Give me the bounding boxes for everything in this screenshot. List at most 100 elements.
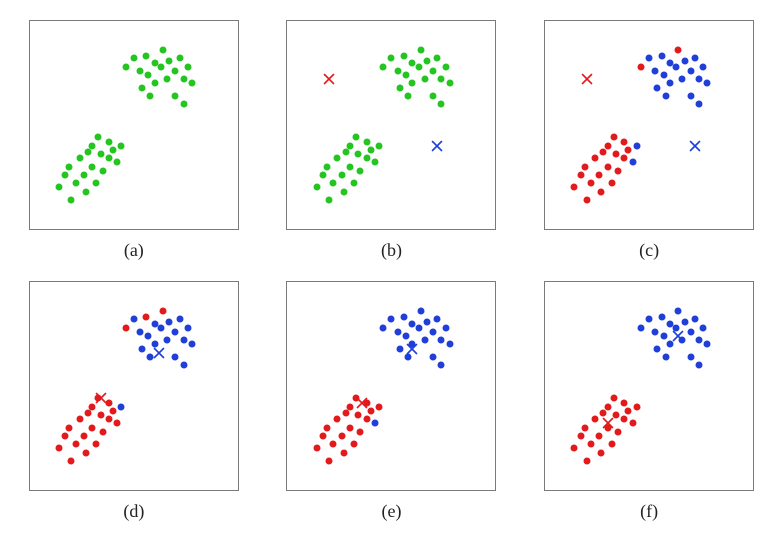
data-point: [353, 134, 360, 141]
data-point: [612, 412, 619, 419]
data-point: [652, 67, 659, 74]
data-point: [687, 92, 694, 99]
data-point: [652, 328, 659, 335]
data-point: [610, 395, 617, 402]
panel-caption: (d): [123, 501, 144, 522]
data-point: [646, 55, 653, 62]
data-point: [675, 47, 682, 54]
data-point: [405, 353, 412, 360]
data-point: [571, 184, 578, 191]
data-point: [355, 151, 362, 158]
data-point: [612, 151, 619, 158]
data-point: [423, 57, 430, 64]
data-point: [93, 441, 100, 448]
data-point: [691, 316, 698, 323]
data-point: [137, 67, 144, 74]
data-point: [696, 337, 703, 344]
centroid-cross: [357, 397, 368, 408]
data-point: [176, 316, 183, 323]
data-point: [164, 76, 171, 83]
data-point: [421, 337, 428, 344]
data-point: [614, 167, 621, 174]
panel-cell: (f): [535, 281, 763, 522]
data-point: [388, 55, 395, 62]
data-point: [675, 308, 682, 315]
data-point: [143, 314, 150, 321]
data-point: [604, 163, 611, 170]
data-point: [139, 345, 146, 352]
data-point: [355, 412, 362, 419]
data-point: [621, 399, 628, 406]
data-point: [430, 328, 437, 335]
data-point: [89, 163, 96, 170]
data-point: [105, 416, 112, 423]
data-point: [330, 180, 337, 187]
data-point: [130, 55, 137, 62]
data-point: [600, 410, 607, 417]
data-point: [662, 92, 669, 99]
data-point: [666, 80, 673, 87]
data-point: [189, 80, 196, 87]
data-point: [604, 403, 611, 410]
data-point: [434, 55, 441, 62]
data-point: [114, 159, 121, 166]
data-point: [346, 403, 353, 410]
data-point: [403, 333, 410, 340]
data-point: [342, 410, 349, 417]
data-point: [658, 53, 665, 60]
data-point: [423, 318, 430, 325]
scatter-panel: [29, 20, 239, 230]
data-point: [660, 72, 667, 79]
data-point: [145, 72, 152, 79]
data-point: [409, 80, 416, 87]
data-point: [430, 67, 437, 74]
data-point: [577, 432, 584, 439]
data-point: [608, 180, 615, 187]
data-point: [621, 155, 628, 162]
data-point: [608, 441, 615, 448]
data-point: [159, 47, 166, 54]
data-point: [571, 445, 578, 452]
data-point: [172, 353, 179, 360]
data-point: [172, 67, 179, 74]
data-point: [137, 328, 144, 335]
data-point: [596, 432, 603, 439]
panel-cell: (e): [278, 281, 506, 522]
data-point: [421, 76, 428, 83]
data-point: [351, 441, 358, 448]
centroid-cross: [432, 140, 443, 151]
data-point: [633, 142, 640, 149]
data-point: [691, 55, 698, 62]
centroid-cross: [581, 74, 592, 85]
data-point: [376, 142, 383, 149]
data-point: [346, 142, 353, 149]
data-point: [85, 149, 92, 156]
data-point: [600, 149, 607, 156]
data-point: [176, 55, 183, 62]
data-point: [122, 63, 129, 70]
data-point: [679, 76, 686, 83]
scatter-panel: [286, 281, 496, 491]
data-point: [180, 101, 187, 108]
data-point: [687, 328, 694, 335]
data-point: [380, 63, 387, 70]
data-point: [610, 134, 617, 141]
data-point: [660, 333, 667, 340]
data-point: [62, 432, 69, 439]
data-point: [396, 345, 403, 352]
data-point: [324, 424, 331, 431]
data-point: [346, 424, 353, 431]
data-point: [122, 324, 129, 331]
data-point: [405, 92, 412, 99]
data-point: [85, 410, 92, 417]
data-point: [394, 328, 401, 335]
data-point: [338, 171, 345, 178]
data-point: [97, 412, 104, 419]
data-point: [438, 337, 445, 344]
data-point: [367, 146, 374, 153]
data-point: [363, 138, 370, 145]
data-point: [363, 155, 370, 162]
data-point: [380, 324, 387, 331]
data-point: [346, 163, 353, 170]
data-point: [68, 196, 75, 203]
